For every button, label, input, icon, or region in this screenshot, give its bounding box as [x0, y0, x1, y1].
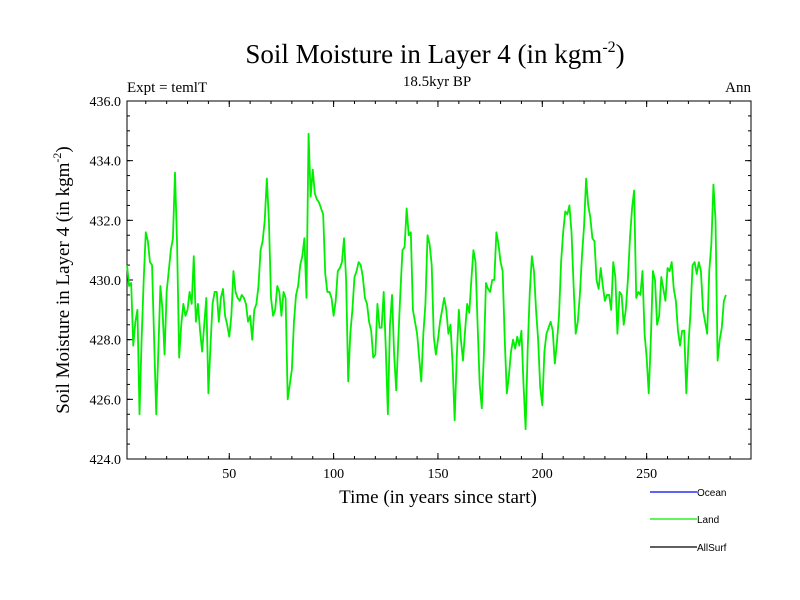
x-tick-label-0: 50: [222, 467, 236, 482]
legend-label-allsurf: AllSurf: [697, 543, 727, 554]
series-line-land: [126, 132, 727, 431]
y-tick-label-2: 428.0: [90, 334, 122, 349]
x-tick-label-1: 100: [323, 467, 344, 482]
x-axis-label: Time (in years since start): [339, 487, 537, 508]
y-tick-label-4: 432.0: [90, 214, 122, 229]
y-axis-ticks: 424.0 426.0 428.0 430.0 432.0 434.0 436.0: [90, 95, 751, 468]
chart-title: Soil Moisture in Layer 4 (in kgm-2): [245, 39, 624, 69]
experiment-label: Expt = temlT: [127, 80, 207, 96]
y-axis-label-sup: -2: [50, 153, 64, 163]
x-tick-label-3: 200: [532, 467, 553, 482]
y-tick-label-3: 430.0: [90, 274, 122, 289]
y-tick-label-0: 424.0: [90, 453, 122, 468]
plot-frame: [126, 100, 752, 460]
y-axis-label: Soil Moisture in Layer 4 (in kgm-2): [50, 146, 74, 414]
x-axis-ticks: 50 100 150 200 250: [145, 101, 731, 482]
chart-title-main: Soil Moisture in Layer 4 (in kgm: [245, 39, 602, 69]
y-tick-label-6: 436.0: [90, 95, 122, 110]
x-tick-label-2: 150: [427, 467, 448, 482]
y-tick-label-5: 434.0: [90, 155, 122, 170]
chart-title-sup: -2: [602, 39, 615, 56]
legend: Ocean Land AllSurf: [650, 488, 727, 554]
chart-title-close: ): [616, 39, 625, 69]
legend-label-land: Land: [697, 515, 719, 526]
season-label: Ann: [725, 80, 751, 96]
chart-subtitle: 18.5kyr BP: [403, 74, 471, 90]
legend-label-ocean: Ocean: [697, 488, 726, 499]
x-tick-label-4: 250: [636, 467, 657, 482]
y-axis-label-close: ): [53, 146, 74, 152]
y-tick-label-1: 426.0: [90, 393, 122, 408]
y-axis-label-main: Soil Moisture in Layer 4 (in kgm: [53, 162, 74, 413]
series-layer: [126, 132, 727, 431]
